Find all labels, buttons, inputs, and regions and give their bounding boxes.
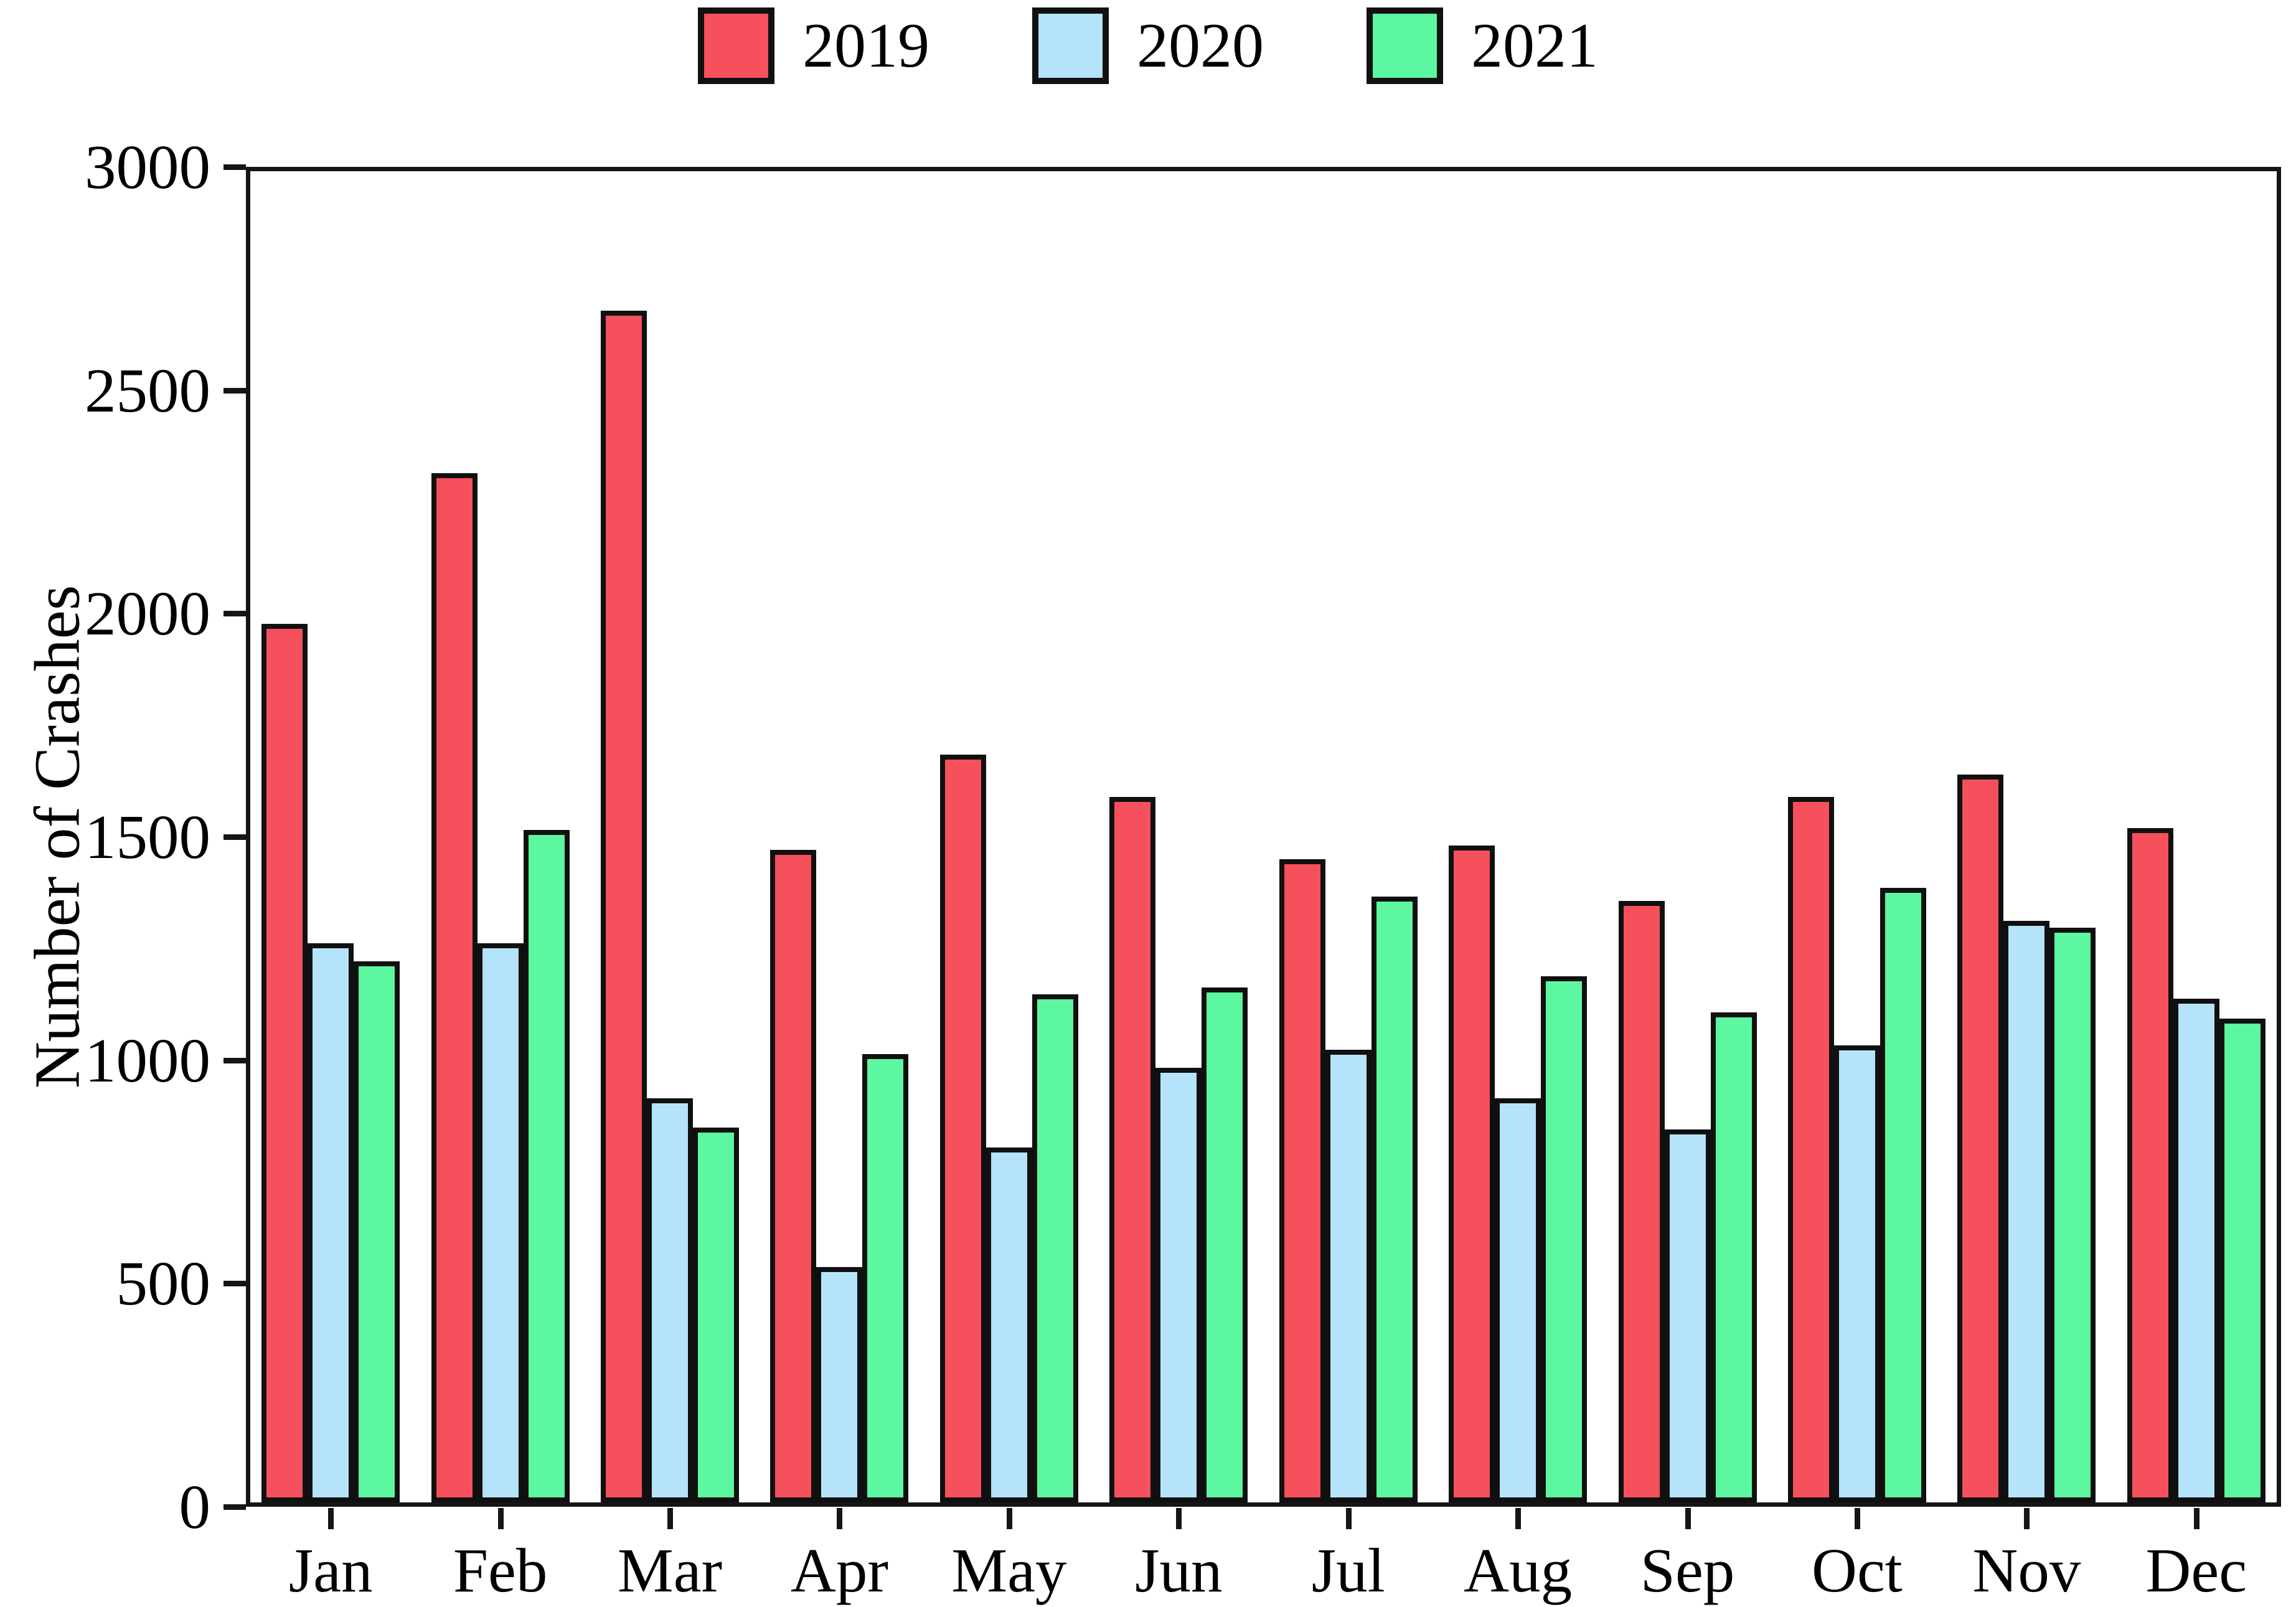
y-tick-2500 [223, 387, 246, 394]
bar-2020-apr [816, 1267, 863, 1502]
bar-2020-may [986, 1148, 1032, 1502]
legend-swatch-2020 [1032, 7, 1109, 84]
bar-2021-apr [862, 1054, 909, 1502]
x-tick-label-Mar: Mar [617, 1535, 723, 1605]
bar-2020-jul [1325, 1050, 1371, 1502]
x-tick-Dec [2193, 1508, 2200, 1529]
bar-2020-sep [1664, 1129, 1711, 1502]
x-tick-label-Sep: Sep [1640, 1535, 1735, 1605]
bar-2019-mar [601, 311, 647, 1502]
bar-2019-sep [1618, 901, 1665, 1502]
y-tick-3000 [223, 164, 246, 170]
bar-2021-nov [2049, 928, 2096, 1502]
y-tick-label-1500: 1500 [85, 802, 210, 872]
legend-item-2021: 2021 [1367, 7, 1598, 84]
bar-2021-jan [354, 961, 400, 1502]
plot-area [246, 167, 2281, 1507]
x-tick-label-Dec: Dec [2145, 1535, 2247, 1605]
bar-2019-jul [1279, 859, 1325, 1502]
x-tick-label-Jun: Jun [1135, 1535, 1223, 1605]
y-tick-0 [223, 1504, 246, 1510]
x-tick-Oct [1854, 1508, 1860, 1529]
bar-2019-dec [2127, 828, 2173, 1502]
y-tick-label-2000: 2000 [85, 578, 210, 649]
y-tick-500 [223, 1281, 246, 1287]
bar-2020-jan [308, 943, 354, 1502]
bar-2019-aug [1449, 846, 1495, 1502]
bar-2019-apr [770, 850, 817, 1502]
bar-2020-oct [1833, 1045, 1880, 1502]
x-tick-label-Jan: Jan [288, 1535, 373, 1605]
bar-2021-jul [1371, 897, 1418, 1502]
bar-2019-may [939, 755, 986, 1502]
bar-2021-sep [1710, 1012, 1757, 1502]
y-tick-label-1000: 1000 [85, 1025, 210, 1095]
x-tick-label-Nov: Nov [1972, 1535, 2081, 1605]
x-tick-Nov [2024, 1508, 2030, 1529]
x-tick-label-May: May [951, 1535, 1067, 1605]
bar-2020-dec [2173, 999, 2219, 1502]
legend-swatch-2019 [698, 7, 774, 84]
bar-2021-mar [693, 1128, 740, 1502]
bar-2020-feb [477, 943, 524, 1502]
x-tick-Aug [1515, 1508, 1522, 1529]
x-tick-label-Oct: Oct [1812, 1535, 1903, 1605]
legend-item-2020: 2020 [1032, 7, 1264, 84]
legend-swatch-2021 [1367, 7, 1443, 84]
x-tick-label-Jul: Jul [1311, 1535, 1385, 1605]
bar-2021-aug [1541, 976, 1588, 1502]
legend: 2019 2020 2021 [0, 7, 2296, 84]
y-tick-label-3000: 3000 [85, 132, 210, 202]
bar-2021-jun [1202, 987, 1248, 1502]
bar-2019-nov [1957, 775, 2004, 1502]
x-tick-label-Aug: Aug [1464, 1535, 1573, 1605]
y-tick-label-0: 0 [179, 1472, 211, 1542]
x-tick-May [1006, 1508, 1012, 1529]
bar-2020-nov [2003, 921, 2050, 1502]
x-tick-Sep [1685, 1508, 1691, 1529]
legend-label-2020: 2020 [1137, 10, 1264, 81]
y-tick-label-2500: 2500 [85, 355, 210, 425]
y-tick-label-500: 500 [116, 1248, 211, 1319]
x-tick-Jul [1345, 1508, 1352, 1529]
bar-2019-feb [431, 473, 478, 1502]
bar-2021-dec [2219, 1019, 2265, 1502]
x-tick-Feb [497, 1508, 504, 1529]
x-tick-label-Feb: Feb [453, 1535, 548, 1605]
y-tick-2000 [223, 611, 246, 617]
bar-2020-jun [1155, 1068, 1202, 1502]
bar-2019-oct [1787, 797, 1834, 1502]
bar-2020-mar [647, 1098, 694, 1502]
legend-label-2021: 2021 [1471, 10, 1598, 81]
x-tick-Apr [837, 1508, 843, 1529]
x-tick-Jan [328, 1508, 334, 1529]
bar-2019-jun [1109, 797, 1156, 1502]
bar-2021-feb [523, 830, 570, 1502]
bar-2021-oct [1880, 888, 1926, 1502]
bar-2021-may [1032, 994, 1078, 1502]
bar-2020-aug [1495, 1098, 1541, 1502]
legend-item-2019: 2019 [698, 7, 929, 84]
bar-2019-jan [261, 624, 308, 1502]
x-tick-label-Apr: Apr [790, 1535, 888, 1605]
y-tick-1500 [223, 834, 246, 840]
x-tick-Mar [667, 1508, 674, 1529]
y-tick-1000 [223, 1057, 246, 1063]
legend-label-2019: 2019 [802, 10, 929, 81]
x-tick-Jun [1176, 1508, 1182, 1529]
